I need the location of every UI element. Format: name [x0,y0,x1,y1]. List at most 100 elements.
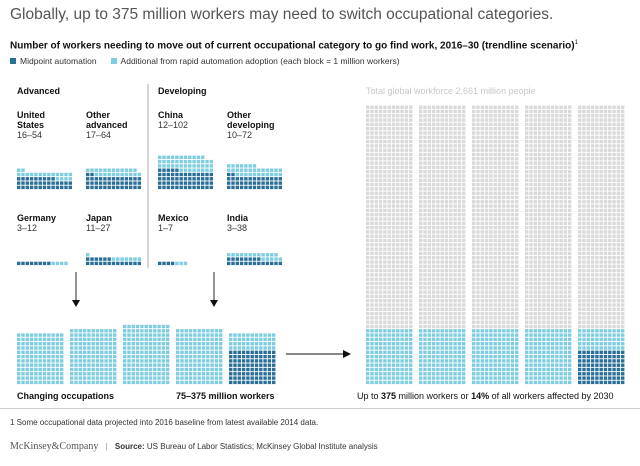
workforce-block [484,268,489,273]
workforce-block [400,152,404,157]
workforce-block [404,213,409,217]
workforce-block [472,277,476,281]
workforce-block [608,204,612,208]
workforce-block [378,251,383,256]
workforce-block [409,213,413,217]
workforce-block [559,234,563,238]
workforce-block [480,157,484,161]
workforce-block [427,303,431,307]
region-united-states-additional-block [68,177,72,181]
workforce-block [396,277,400,281]
workforce-block [616,187,621,191]
workforce-affected-block [444,367,449,372]
workforce-affected-block [525,333,529,337]
workforce-block [493,277,497,281]
combined-tile-5-midpoint-block [233,363,237,367]
region-india-additional-block [265,253,270,257]
workforce-block [449,127,453,131]
region-united-states-midpoint-block [34,177,38,181]
workforce-block [546,105,550,109]
workforce-block [515,324,519,329]
workforce-affected-block [444,346,449,350]
workforce-block [370,204,374,208]
workforce-block [515,105,519,109]
workforce-block [603,264,608,268]
combined-tile-1-additional-block [29,354,34,359]
workforce-block [515,268,519,273]
workforce-block [603,277,608,281]
workforce-block [400,127,404,131]
workforce-block [374,191,378,195]
combined-tile-2-additional-block [87,376,91,380]
workforce-affected-block [453,337,457,342]
region-china-midpoint-block [183,172,188,177]
workforce-affected-block [608,329,612,333]
combined-tile-3-additional-block [140,380,144,385]
workforce-block [497,256,502,260]
workforce-block [497,191,502,195]
workforce-block [616,281,621,286]
region-japan-midpoint-block [107,261,111,266]
workforce-block [616,303,621,307]
workforce-block [612,195,616,200]
workforce-block [582,277,586,281]
workforce-block [525,256,529,260]
workforce-block [476,135,480,139]
workforce-block [599,234,603,238]
workforce-affected-block [542,359,546,363]
workforce-block [555,256,559,260]
workforce-block [502,243,506,247]
workforce-block [515,152,519,157]
workforce-block [533,118,537,122]
workforce-block [542,114,546,118]
workforce-block [525,200,529,204]
workforce-block [476,139,480,144]
workforce-block [621,277,625,281]
workforce-block [515,127,519,131]
workforce-block [366,221,370,225]
workforce-block [457,217,462,221]
workforce-block [419,191,423,195]
workforce-affected-block [497,350,502,354]
workforce-affected-block [472,342,476,346]
workforce-block [578,118,582,122]
workforce-block [506,256,510,260]
combined-tile-4-additional-block [184,372,188,376]
workforce-block [366,264,370,268]
workforce-block [506,303,510,307]
region-japan-midpoint-block [90,257,94,261]
combined-tile-1-additional-block [25,346,29,350]
workforce-affected-block [427,350,431,354]
workforce-block [497,230,502,234]
combined-tile-2-additional-block [91,367,95,372]
workforce-block [387,174,391,178]
workforce-affected-block [542,354,546,359]
combined-tile-4-additional-block [176,329,180,333]
region-united-states-midpoint-block [51,181,55,185]
workforce-block [431,178,436,182]
workforce-affected-block [537,376,542,380]
workforce-block [484,114,489,118]
workforce-block [616,109,621,114]
workforce-block [555,311,559,316]
workforce-block [444,217,449,221]
workforce-block [427,187,431,191]
workforce-block [366,247,370,251]
workforce-block [542,256,546,260]
workforce-block [599,157,603,161]
combined-tile-3-additional-block [144,372,148,376]
workforce-block [484,247,489,251]
workforce-block [472,225,476,230]
workforce-block [493,118,497,122]
workforce-block [378,281,383,286]
workforce-affected-block [440,372,444,376]
workforce-block [506,127,510,131]
workforce-block [616,238,621,243]
combined-tile-4-additional-block [214,337,219,342]
combined-tile-4-additional-block [176,372,180,376]
workforce-block [378,316,383,320]
workforce-block [391,182,396,187]
combined-tile-2-additional-block [104,329,108,333]
region-china-additional-block [170,159,175,164]
workforce-block [510,170,515,174]
